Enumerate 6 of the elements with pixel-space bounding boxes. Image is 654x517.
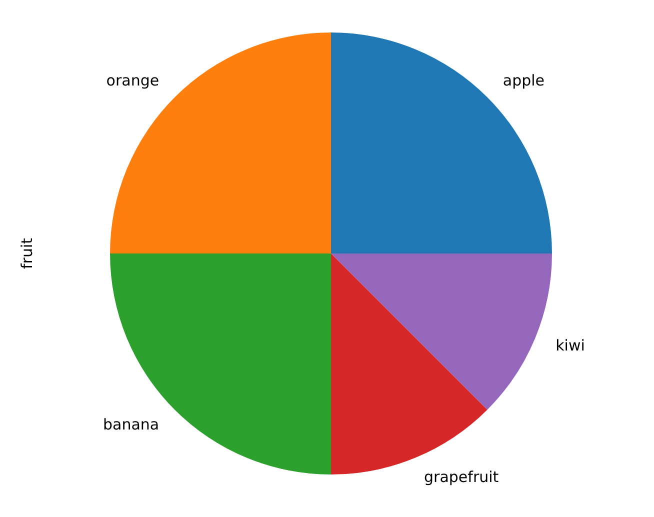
- slice-label: banana: [102, 415, 160, 434]
- slice-label: grapefruit: [424, 468, 499, 486]
- slice-label: orange: [106, 71, 160, 90]
- text: fruit: [18, 238, 36, 270]
- slice-label: apple: [502, 71, 545, 90]
- slice-label: kiwi: [556, 336, 585, 354]
